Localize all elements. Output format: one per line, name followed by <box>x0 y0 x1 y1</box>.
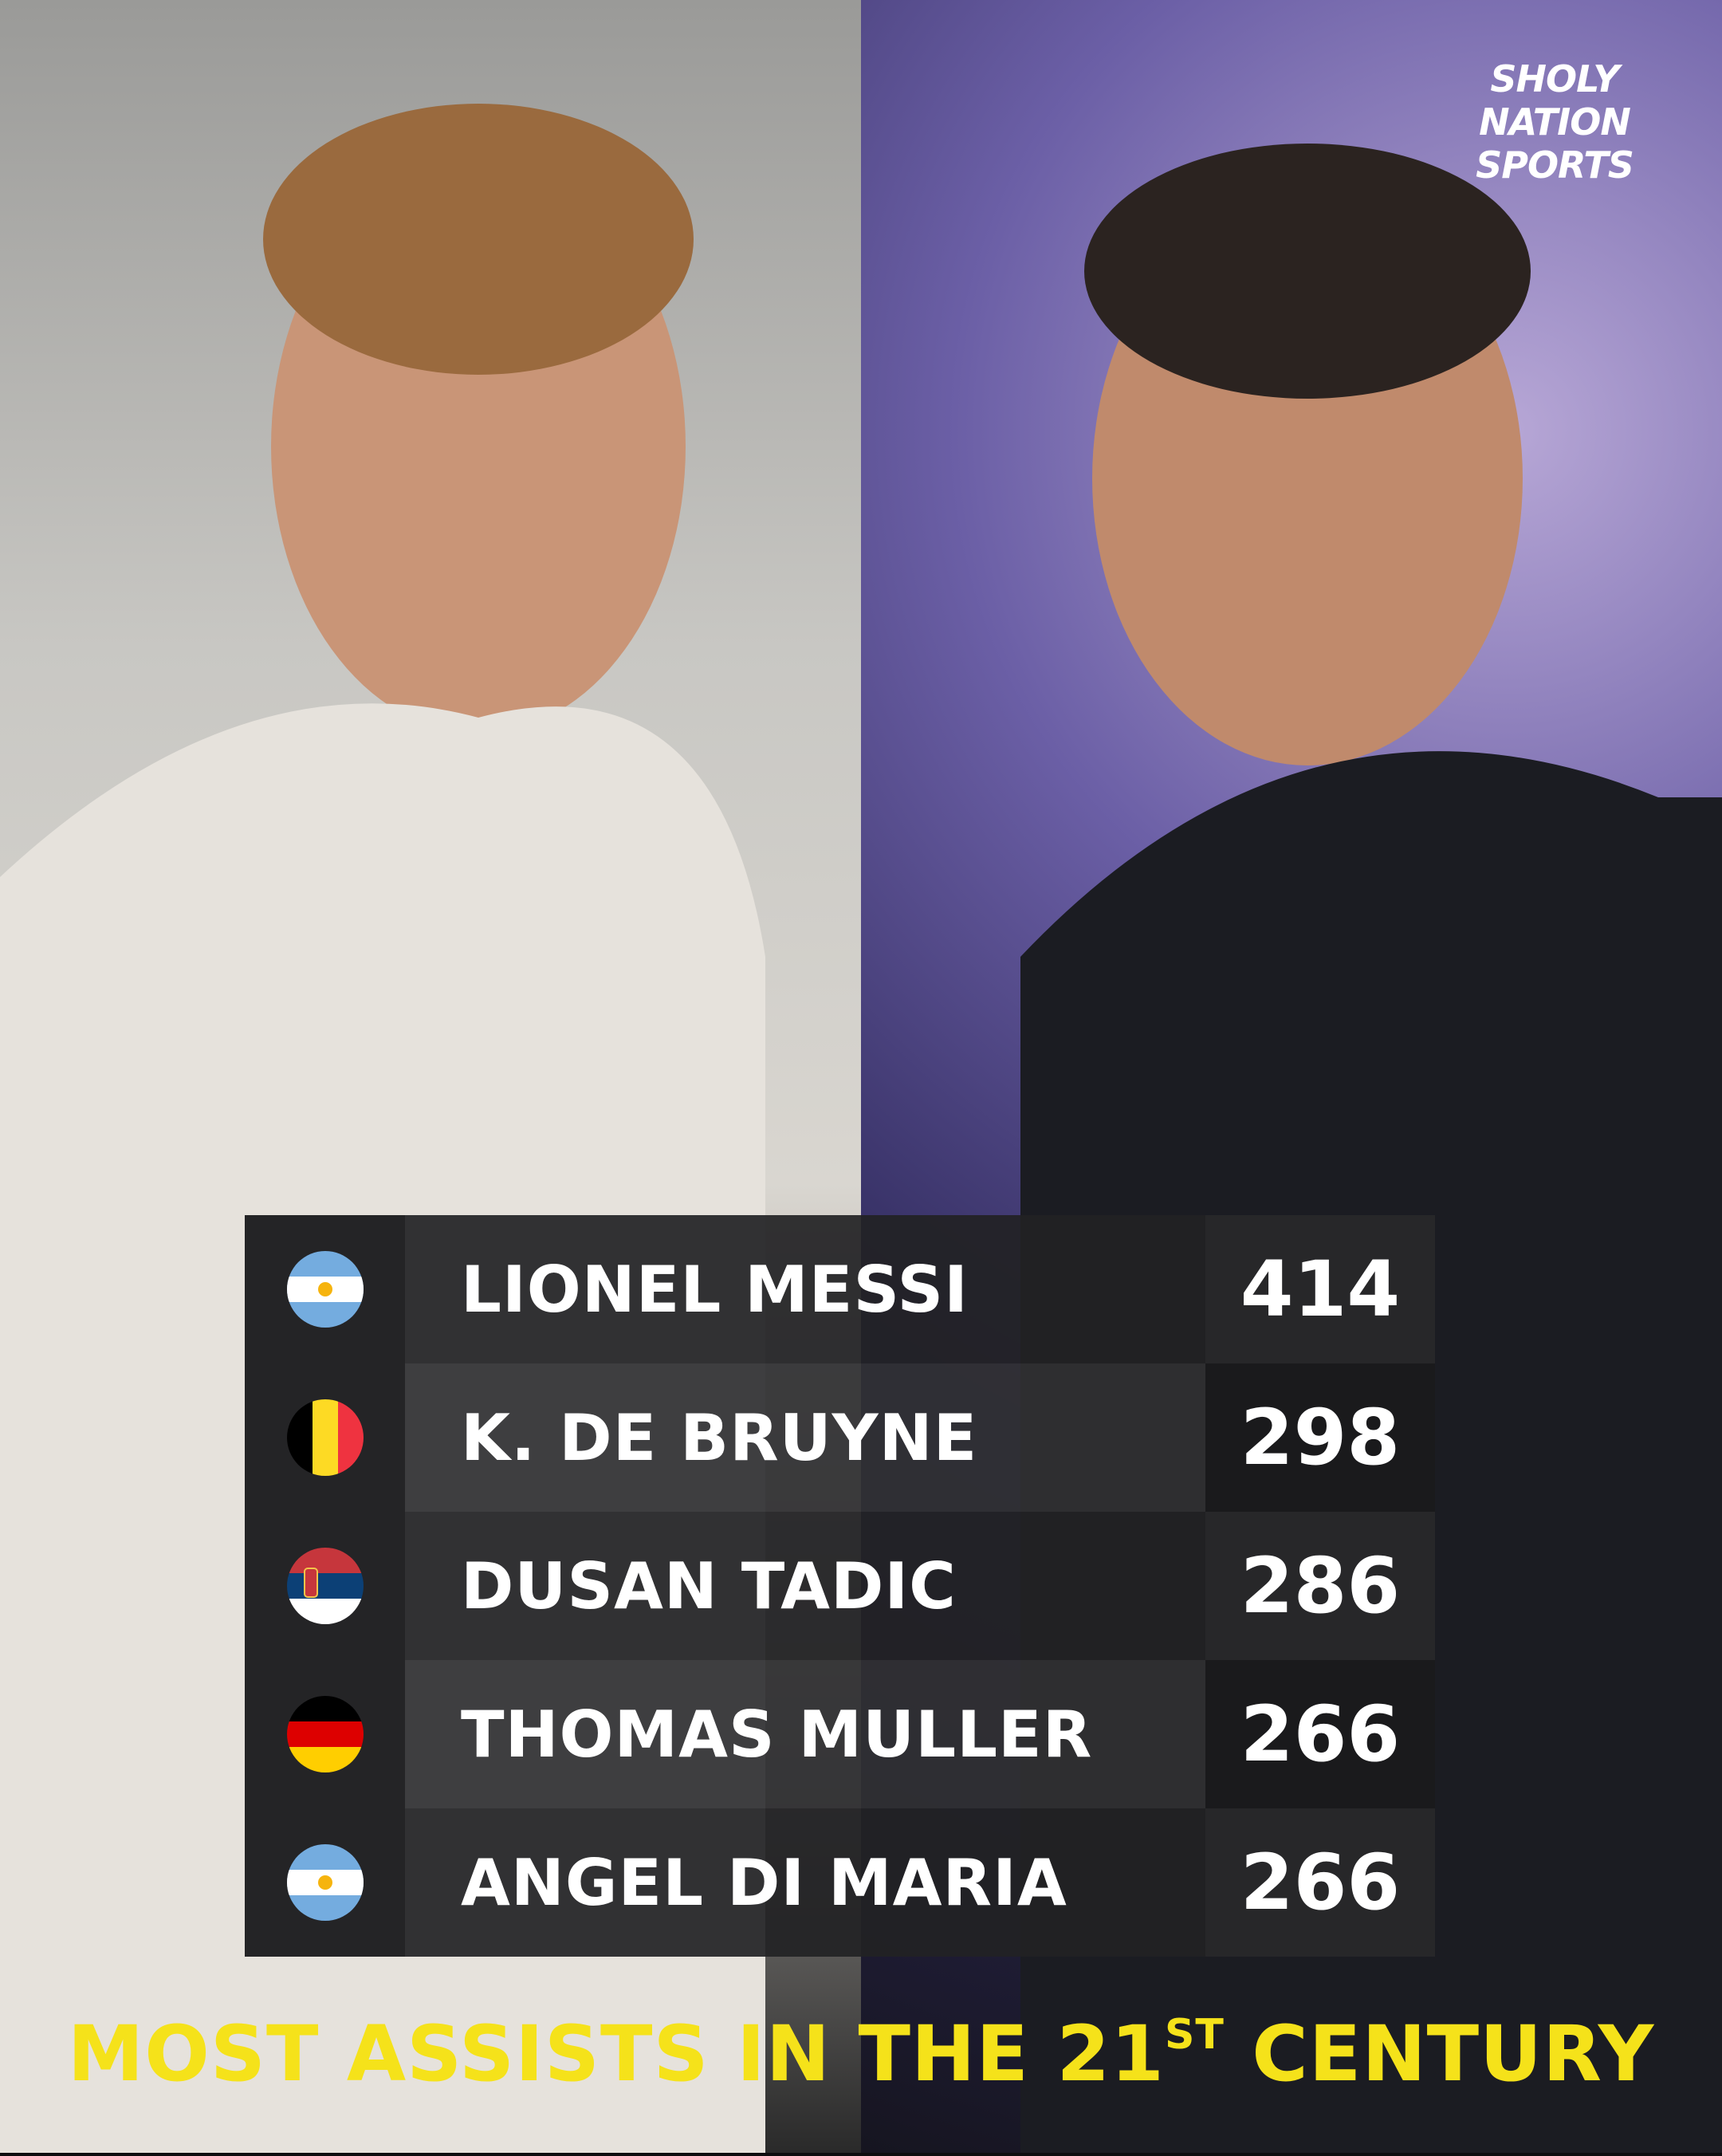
table-row: THOMAS MULLER 266 <box>245 1660 1435 1808</box>
title-text: MOST ASSISTS IN THE 21 <box>67 2009 1165 2099</box>
flag <box>286 1251 364 1328</box>
flag-cell <box>245 1808 405 1957</box>
flag-cell <box>245 1512 405 1660</box>
player-name: DUSAN TADIC <box>405 1512 1205 1660</box>
player-name: K. DE BRUYNE <box>405 1363 1205 1512</box>
flag-cell <box>245 1215 405 1363</box>
table-row: ANGEL DI MARIA 266 <box>245 1808 1435 1957</box>
table-row: LIONEL MESSI 414 <box>245 1215 1435 1363</box>
assists-value: 266 <box>1205 1660 1435 1808</box>
player-name: ANGEL DI MARIA <box>405 1808 1205 1957</box>
assists-value: 414 <box>1205 1215 1435 1363</box>
ranking-table: LIONEL MESSI 414 K. DE BRUYNE 298 DUSAN … <box>245 1215 1435 1957</box>
flag <box>286 1844 364 1921</box>
player-name: THOMAS MULLER <box>405 1660 1205 1808</box>
player-name: LIONEL MESSI <box>405 1215 1205 1363</box>
brand-line: SPORTS <box>1476 144 1634 187</box>
brand-line: SHOLY NATION <box>1479 57 1631 144</box>
flag <box>286 1399 364 1476</box>
brand-logo: SHOLY NATION SPORTS <box>1435 57 1674 187</box>
flag <box>286 1696 364 1772</box>
flag-cell <box>245 1660 405 1808</box>
assists-value: 266 <box>1205 1808 1435 1957</box>
flag <box>286 1548 364 1624</box>
title-text: CENTURY <box>1252 2009 1655 2099</box>
assists-value: 298 <box>1205 1363 1435 1512</box>
title-superscript: ST <box>1164 2011 1225 2059</box>
table-row: K. DE BRUYNE 298 <box>245 1363 1435 1512</box>
assists-value: 286 <box>1205 1512 1435 1660</box>
title: MOST ASSISTS IN THE 21ST CENTURY <box>0 2009 1722 2099</box>
table-row: DUSAN TADIC 286 <box>245 1512 1435 1660</box>
flag-cell <box>245 1363 405 1512</box>
